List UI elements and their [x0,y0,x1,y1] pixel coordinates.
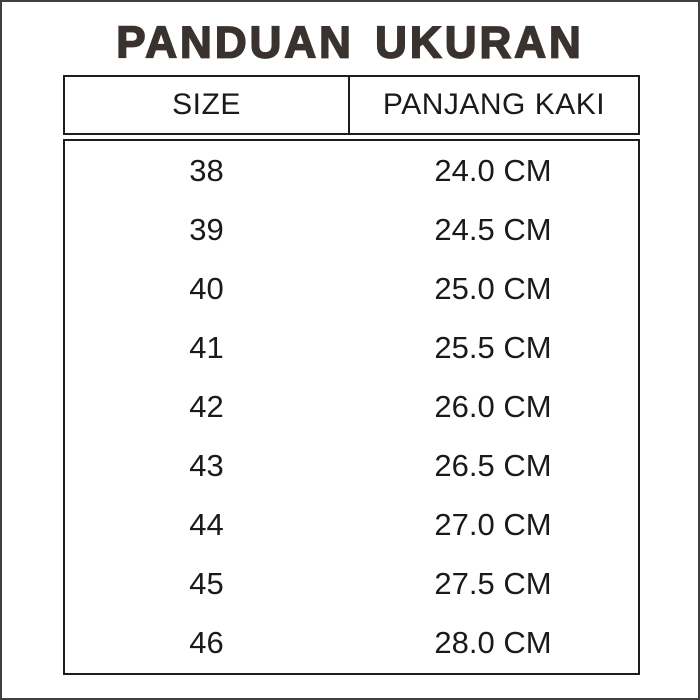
size-cell: 41 [189,329,224,365]
table-row: 46 28.0 CM [65,625,638,661]
length-cell: 24.0 CM [434,152,552,188]
size-cell: 40 [189,270,224,306]
length-cell: 26.0 CM [434,388,552,424]
table-header-row: SIZE PANJANG KAKI [63,75,640,135]
table-row: 39 24.5 CM [65,212,638,248]
length-cell: 27.0 CM [434,507,552,543]
length-cell: 28.0 CM [434,625,552,661]
table-body: 38 24.0 CM 39 24.5 CM 40 25.0 CM 41 25.5… [63,139,640,675]
table-row: 41 25.5 CM [65,330,638,366]
size-cell: 45 [189,566,224,602]
table-row: 38 24.0 CM [65,153,638,189]
table-row: 42 26.0 CM [65,389,638,425]
length-cell: 27.5 CM [434,566,552,602]
length-cell: 24.5 CM [434,211,552,247]
size-cell: 39 [189,211,224,247]
size-cell: 42 [189,388,224,424]
table-row: 40 25.0 CM [65,271,638,307]
size-cell: 38 [189,152,224,188]
size-cell: 44 [189,507,224,543]
table-row: 45 27.5 CM [65,566,638,602]
length-cell: 25.0 CM [434,270,552,306]
length-cell: 25.5 CM [434,329,552,365]
table-row: 43 26.5 CM [65,448,638,484]
page-title: PANDUAN UKURAN [115,17,584,69]
column-header-size: SIZE [65,77,350,133]
column-header-panjang-kaki: PANJANG KAKI [382,88,606,121]
table-row: 44 27.0 CM [65,507,638,543]
size-cell: 43 [189,448,224,484]
length-cell: 26.5 CM [434,448,552,484]
size-cell: 46 [189,625,224,661]
